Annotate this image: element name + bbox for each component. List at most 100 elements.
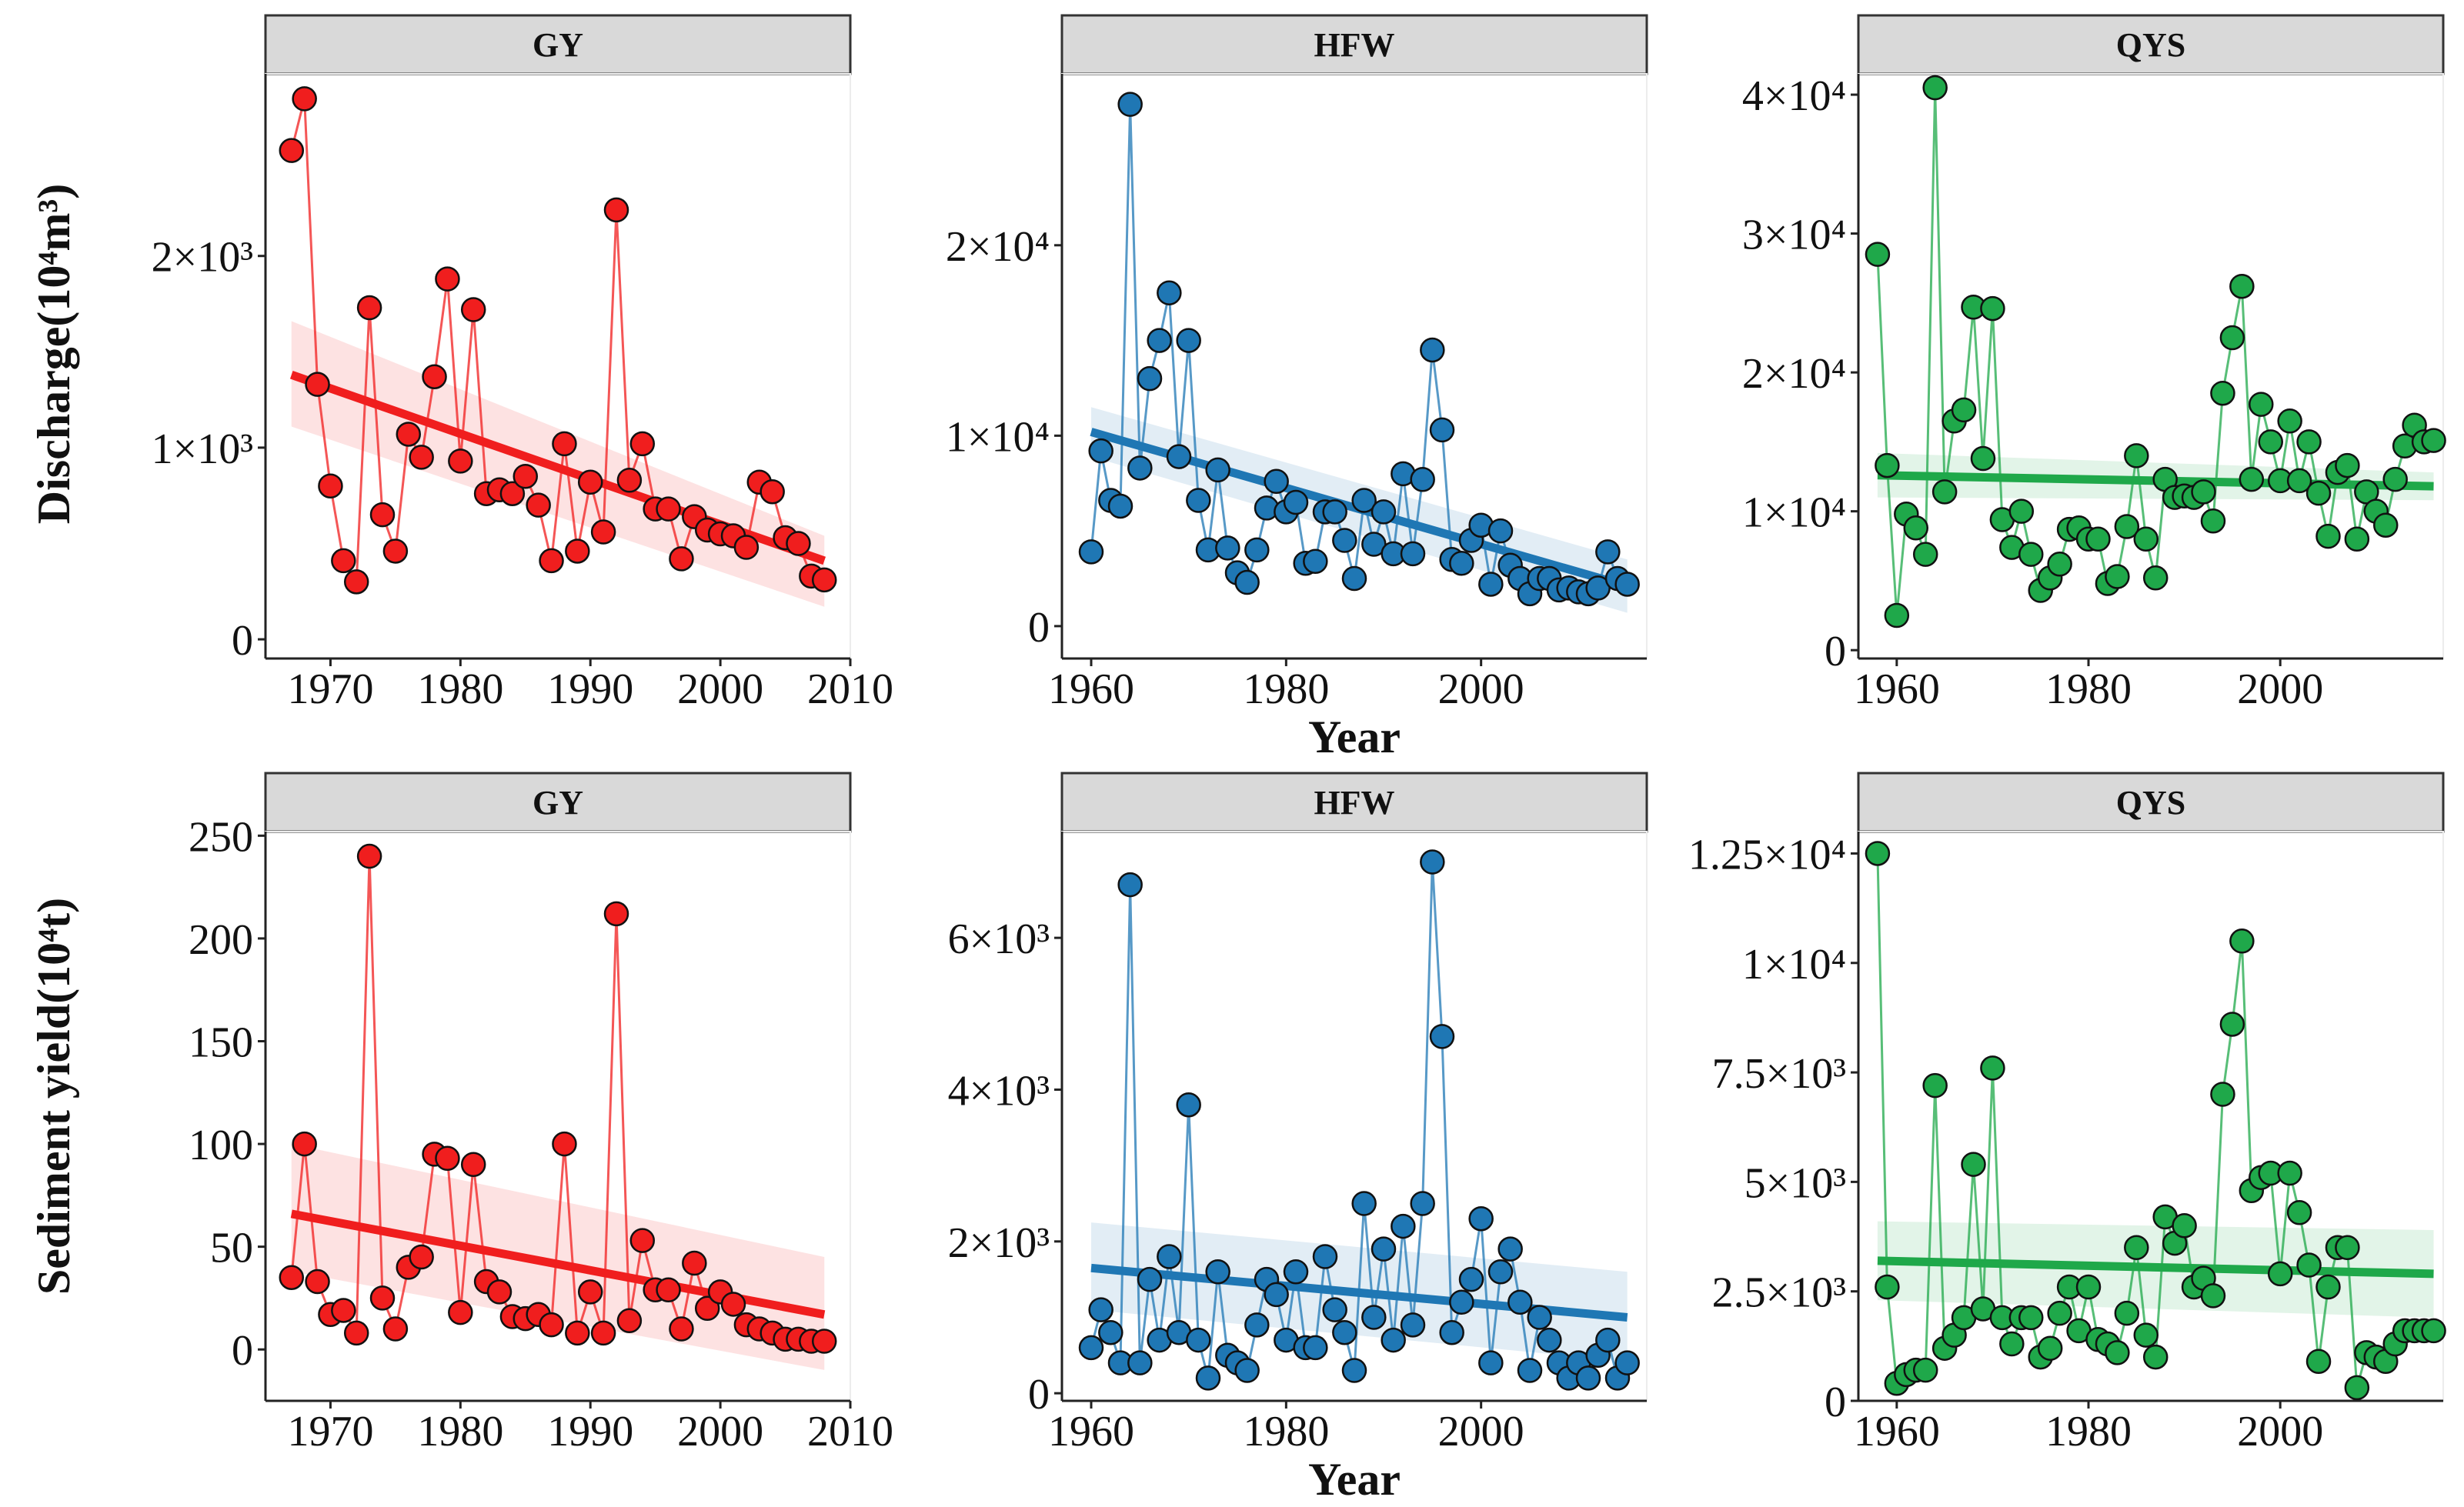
data-point xyxy=(2344,1375,2370,1401)
data-point xyxy=(1865,841,1891,866)
data-point xyxy=(2296,1252,2322,1278)
data-point xyxy=(369,502,396,528)
data-point xyxy=(682,1250,707,1276)
y-tick-label: 50 xyxy=(210,1225,253,1272)
x-tick-label: 2000 xyxy=(2237,665,2323,713)
data-point xyxy=(694,1295,720,1322)
y-tick-label: 2×10⁴ xyxy=(946,223,1050,271)
data-point xyxy=(552,431,577,457)
data-point xyxy=(1186,1327,1211,1353)
data-point xyxy=(1283,489,1309,515)
y-tick-label: 2×10³ xyxy=(152,234,253,282)
facet-strip xyxy=(1060,14,1648,75)
facet-strip xyxy=(264,14,852,75)
y-tick-label: 5×10³ xyxy=(1744,1159,1846,1207)
data-point xyxy=(435,1145,460,1172)
data-point xyxy=(577,469,603,495)
data-point xyxy=(1381,1327,1406,1353)
data-point xyxy=(331,548,356,574)
y-tick-label: 150 xyxy=(189,1019,253,1066)
data-point xyxy=(2142,1344,2169,1370)
data-point xyxy=(1088,1297,1113,1322)
data-point xyxy=(1999,1331,2025,1357)
data-point xyxy=(1205,1259,1230,1285)
data-point xyxy=(2286,1199,2312,1225)
y-tick-label: 4×10³ xyxy=(948,1067,1050,1115)
data-point xyxy=(1303,548,1328,574)
data-point xyxy=(539,1312,564,1338)
data-point xyxy=(1137,365,1163,392)
data-point xyxy=(1312,1244,1338,1269)
data-point xyxy=(669,1316,694,1342)
x-tick-label: 1980 xyxy=(417,1408,503,1455)
y-tick-label: 0 xyxy=(1825,628,1846,675)
data-point xyxy=(2382,466,2408,492)
y-tick-label: 0 xyxy=(232,617,253,665)
data-point xyxy=(279,138,305,163)
data-point xyxy=(1137,1266,1163,1292)
data-point xyxy=(656,496,681,522)
data-point xyxy=(2114,1300,2140,1326)
data-point xyxy=(331,1298,356,1323)
y-tick-label: 250 xyxy=(189,813,253,861)
x-tick-label: 1970 xyxy=(287,665,373,713)
data-point xyxy=(1595,1327,1621,1353)
data-point xyxy=(1875,452,1900,478)
x-tick-label: 2000 xyxy=(1438,1408,1524,1455)
data-point xyxy=(2286,468,2312,494)
data-point xyxy=(2305,1349,2332,1375)
data-point xyxy=(1332,528,1357,553)
data-point xyxy=(2421,428,2446,453)
panel-discharge-HFW: HFW 0 1×10⁴ 2×10⁴ 1960 1980 2000 Year xyxy=(946,14,1648,762)
data-point xyxy=(1865,242,1891,267)
data-point xyxy=(369,1285,396,1311)
data-point xyxy=(1980,1055,2005,1081)
data-point xyxy=(2075,1274,2102,1300)
data-point xyxy=(305,372,330,397)
panel-discharge-GY: GY 0 1×10³ 2×10³ 1970 1980 1990 2000 2010 xyxy=(152,14,893,713)
data-point xyxy=(1497,1236,1523,1262)
facet-title: QYS xyxy=(2116,26,2185,64)
data-point xyxy=(1088,438,1113,464)
data-point xyxy=(2191,479,2216,505)
data-point xyxy=(382,1316,409,1342)
x-tick-label: 1980 xyxy=(417,665,503,713)
data-point xyxy=(512,464,539,489)
data-point xyxy=(1884,602,1910,628)
data-point xyxy=(1487,1259,1514,1285)
x-tick-label: 2000 xyxy=(677,1408,763,1455)
data-point xyxy=(1332,1319,1357,1345)
panel-sediment-HFW: HFW 0 2×10³ 4×10³ 6×10³ 1960 1980 2000 Year xyxy=(948,772,1648,1505)
data-point xyxy=(460,1152,486,1178)
data-point xyxy=(1449,1289,1474,1315)
data-point xyxy=(786,531,811,556)
data-point xyxy=(1244,537,1270,563)
data-point xyxy=(1186,488,1211,513)
data-point xyxy=(1283,1259,1309,1285)
data-point xyxy=(1537,1327,1562,1353)
data-point xyxy=(1361,1305,1387,1330)
data-point xyxy=(448,1299,473,1325)
data-point xyxy=(1303,1335,1328,1361)
x-tick-label: 2000 xyxy=(2237,1408,2323,1455)
data-point xyxy=(2133,526,2159,552)
data-point xyxy=(565,1320,590,1346)
data-point xyxy=(2315,523,2341,549)
data-point xyxy=(2142,565,2169,591)
data-point xyxy=(292,1131,317,1157)
data-point xyxy=(448,448,473,474)
data-point xyxy=(1371,499,1397,525)
data-point xyxy=(499,481,526,506)
data-point xyxy=(603,197,629,223)
y-tick-label: 3×10⁴ xyxy=(1742,212,1846,259)
data-point xyxy=(2296,429,2322,455)
facet-title: GY xyxy=(533,784,583,822)
data-point xyxy=(1341,565,1367,592)
data-point xyxy=(1875,1274,1900,1300)
data-point xyxy=(1157,280,1182,305)
trend-line xyxy=(1877,1256,2434,1279)
facet-title: HFW xyxy=(1314,26,1394,64)
x-axis-title: Year xyxy=(1308,1454,1401,1505)
data-point xyxy=(1117,872,1143,898)
facet-title: HFW xyxy=(1314,784,1394,822)
